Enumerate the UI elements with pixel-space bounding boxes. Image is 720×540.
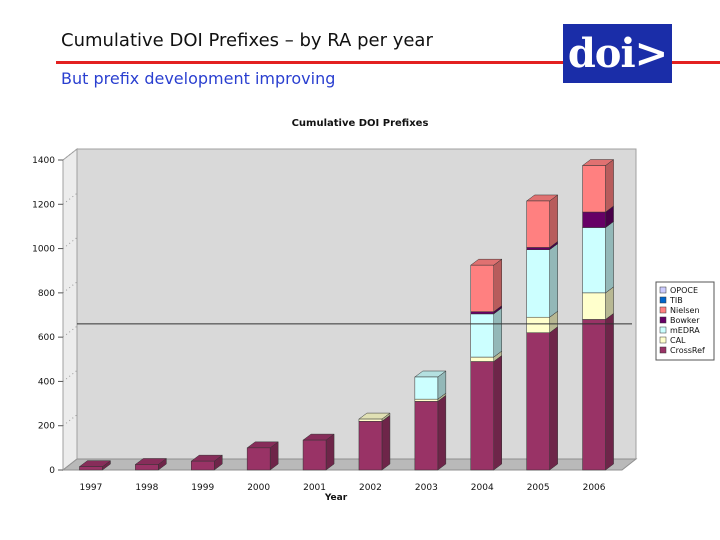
- bar-segment: [526, 249, 550, 318]
- bar-side: [549, 194, 558, 248]
- bar-segment: [582, 292, 606, 320]
- slide-title: Cumulative DOI Prefixes – by RA per year: [61, 30, 433, 51]
- bar-segment: [191, 460, 215, 471]
- bar-segment: [302, 439, 327, 471]
- bar-segment: [135, 464, 159, 471]
- y-gridline: [62, 281, 78, 294]
- legend-label: CrossRef: [670, 346, 705, 355]
- bar-side: [493, 258, 502, 313]
- bar-segment: [470, 356, 494, 362]
- bar-segment: [526, 332, 550, 471]
- y-gridline: [62, 148, 78, 161]
- x-tick-label: 2001: [303, 483, 326, 493]
- bar-segment: [526, 200, 550, 248]
- x-tick-label: 1997: [79, 483, 102, 493]
- bar-segment: [526, 316, 550, 333]
- y-gridline: [62, 192, 78, 205]
- y-gridline: [62, 325, 78, 338]
- y-tick-label: 1200: [32, 200, 55, 210]
- bar-segment: [582, 319, 606, 471]
- x-tick-label: 1998: [135, 483, 158, 493]
- bar-side: [605, 312, 614, 471]
- x-tick-label: 2000: [247, 483, 270, 493]
- legend-label: mEDRA: [670, 326, 700, 335]
- bar-side: [549, 243, 558, 318]
- bar-side: [605, 159, 614, 213]
- bar-side: [437, 394, 447, 471]
- y-gridline: [62, 370, 78, 382]
- y-tick-label: 1000: [32, 245, 55, 255]
- bar-segment: [246, 447, 271, 471]
- bar-segment: [79, 466, 103, 471]
- y-tick-label: 1400: [32, 156, 55, 166]
- bar-segment: [470, 311, 494, 315]
- y-gridline: [62, 458, 78, 471]
- y-tick-label: 200: [38, 422, 55, 432]
- side-wall: [62, 147, 78, 472]
- plot-area: 0 200 400 600 800 1000 1200 1400 1997 1998 1999 200…: [32, 147, 638, 493]
- y-tick-label: 800: [38, 289, 55, 299]
- bar-segment: [582, 227, 606, 294]
- x-tick-label: 2003: [415, 483, 438, 493]
- bar-segment: [582, 165, 606, 213]
- legend-swatch: [659, 296, 667, 304]
- legend-label: Nielsen: [670, 306, 700, 315]
- bar-segment: [414, 401, 439, 471]
- doi-logo: doi>: [563, 24, 672, 83]
- x-tick-label: 2005: [527, 483, 550, 493]
- legend-swatch: [659, 316, 667, 324]
- bar-segment: [470, 361, 494, 471]
- y-gridline: [62, 237, 78, 249]
- x-axis-title: Year: [324, 493, 348, 503]
- bar-side: [549, 326, 558, 471]
- legend-label: OPOCE: [670, 286, 698, 295]
- bar-side: [493, 355, 502, 471]
- bar-segment: [526, 247, 550, 250]
- legend-swatch: [659, 336, 667, 344]
- y-tick-label: 600: [38, 333, 55, 343]
- x-tick-label: 2002: [359, 483, 382, 493]
- title-divider: [56, 61, 720, 64]
- y-gridline: [62, 414, 78, 427]
- bar-segment: [470, 264, 494, 312]
- y-tick-label: 400: [38, 377, 55, 387]
- y-tick-label: 0: [49, 466, 55, 476]
- legend-label: TIB: [669, 296, 683, 305]
- legend-swatch: [659, 306, 667, 314]
- bar-side: [493, 307, 502, 358]
- legend-swatch: [659, 346, 667, 354]
- bar-side: [605, 221, 614, 294]
- bar-segment: [582, 211, 606, 228]
- bar-side: [381, 414, 391, 471]
- legend-label: CAL: [670, 336, 686, 345]
- x-tick-label: 2006: [583, 483, 606, 493]
- bar-segment: [414, 398, 439, 402]
- bar-segment: [414, 376, 439, 400]
- x-tick-label: 1999: [191, 483, 214, 493]
- slide-subtitle: But prefix development improving: [61, 69, 336, 88]
- bar-segment: [358, 418, 383, 422]
- x-tick-label: 2004: [471, 483, 494, 493]
- legend-label: Bowker: [670, 316, 700, 325]
- legend-swatch: [659, 286, 667, 294]
- chart-title: Cumulative DOI Prefixes: [292, 118, 429, 129]
- bar-segment: [470, 313, 494, 358]
- legend-swatch: [659, 326, 667, 334]
- bar-segment: [358, 421, 383, 471]
